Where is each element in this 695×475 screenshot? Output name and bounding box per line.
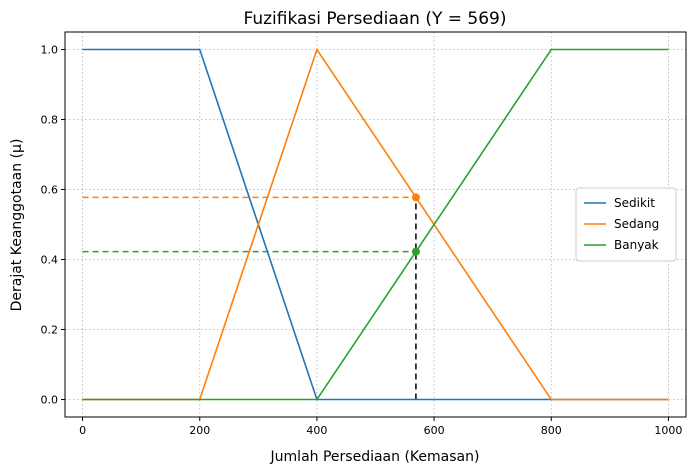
y-tick-label: 0.8 bbox=[41, 114, 59, 127]
legend-box bbox=[575, 187, 677, 262]
y-axis-label: Derajat Keanggotaan (μ) bbox=[9, 139, 25, 312]
x-tick-label: 0 bbox=[79, 424, 86, 437]
legend-label-banyak: Banyak bbox=[614, 238, 659, 252]
plot-frame bbox=[64, 31, 687, 418]
y-tick-label: 0.2 bbox=[41, 324, 59, 337]
x-tick-label: 400 bbox=[306, 424, 327, 437]
x-tick-label: 1000 bbox=[654, 424, 682, 437]
x-tick-label: 600 bbox=[424, 424, 445, 437]
legend-label-sedang: Sedang bbox=[614, 217, 659, 231]
guide-layer bbox=[82, 196, 417, 400]
series-layer bbox=[82, 47, 669, 401]
legend-label-sedikit: Sedikit bbox=[614, 196, 655, 210]
y-tick-label: 1.0 bbox=[41, 44, 59, 57]
series-line-banyak bbox=[82, 48, 669, 401]
y-tick-label: 0.4 bbox=[41, 254, 59, 267]
membership-point-sedang bbox=[411, 193, 420, 202]
legend: Sedikit Sedang Banyak bbox=[575, 187, 677, 262]
marker-layer bbox=[411, 193, 420, 256]
tick-layer: 0 200 400 600 800 1000 0.0 0.2 0.4 0.6 0.8 1.0 bbox=[41, 44, 683, 438]
x-tick-label: 800 bbox=[541, 424, 562, 437]
membership-point-banyak bbox=[411, 247, 420, 256]
y-tick-label: 0.6 bbox=[41, 184, 59, 197]
y-tick-label: 0.0 bbox=[41, 394, 59, 407]
x-tick-label: 200 bbox=[189, 424, 210, 437]
x-axis-label: Jumlah Persediaan (Kemasan) bbox=[270, 449, 480, 465]
chart-title: Fuzifikasi Persediaan (Y = 569) bbox=[243, 9, 506, 29]
